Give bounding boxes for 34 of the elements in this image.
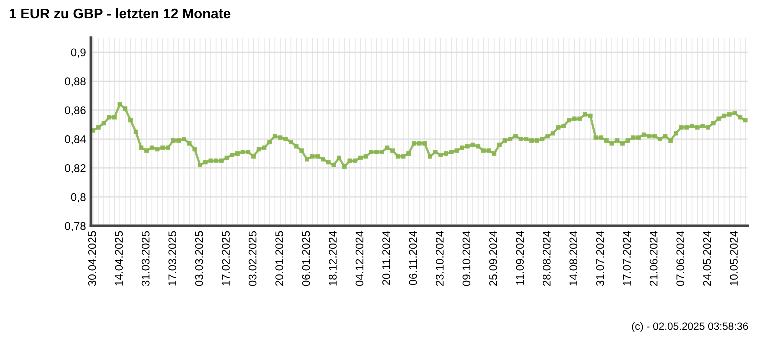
x-tick-label: 14.08.2024 — [570, 231, 578, 286]
x-tick-label: 03.02.2025 — [248, 231, 257, 286]
x-tick-label: 18.12.2024 — [329, 231, 337, 286]
y-tick-label: 0,8 — [71, 193, 86, 203]
x-tick-label: 04.12.2024 — [356, 231, 364, 286]
x-tick-label: 06.01.2025 — [302, 231, 310, 286]
x-tick-label: 28.08.2024 — [542, 231, 551, 286]
y-tick-label: 0,78 — [65, 222, 86, 232]
x-tick-label: 07.06.2024 — [676, 231, 685, 286]
x-tick-label: 09.10.2024 — [462, 231, 471, 286]
x-tick-label: 17.03.2025 — [168, 231, 177, 286]
x-tick-label: 20.01.2025 — [276, 231, 284, 286]
x-tick-label: 23.10.2024 — [436, 231, 444, 286]
text: (c) - 02.05.2025 03:58:36 — [632, 322, 748, 332]
y-tick-label: 0,86 — [65, 106, 86, 116]
y-tick-label: 0,88 — [65, 78, 86, 87]
x-tick-label: 25.09.2024 — [489, 231, 498, 286]
x-tick-label: 31.07.2024 — [596, 231, 604, 286]
x-tick-label: 17.02.2025 — [222, 231, 230, 286]
x-tick-label: 06.11.2024 — [409, 231, 418, 286]
x-tick-label: 14.04.2025 — [115, 231, 124, 286]
x-tick-label: 10.05.2024 — [730, 231, 738, 286]
x-tick-label: 11.09.2024 — [516, 231, 524, 285]
y-tick-label: 0,9 — [71, 48, 86, 58]
chart-title: 1 EUR zu GBP - letzten 12 Monate — [10, 8, 231, 19]
x-tick-label: 24.05.2024 — [703, 231, 712, 286]
x-tick-label: 30.04.2025 — [88, 231, 96, 286]
y-tick-label: 0,84 — [65, 136, 86, 145]
x-tick-label: 17.07.2024 — [623, 231, 632, 286]
x-tick-label: 21.06.2024 — [650, 231, 658, 286]
y-tick-label: 0,82 — [65, 164, 86, 174]
x-tick-label: 20.11.2024 — [382, 231, 390, 286]
x-tick-label: 03.03.2025 — [195, 231, 204, 286]
x-tick-label: 31.03.2025 — [142, 231, 150, 286]
